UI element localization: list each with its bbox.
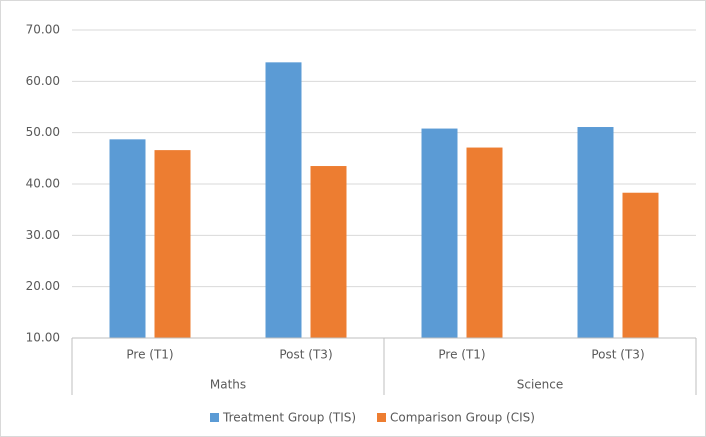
bar	[577, 127, 614, 339]
group-label: Science	[517, 378, 564, 392]
legend-swatch	[377, 413, 386, 422]
bar	[466, 147, 503, 338]
bar	[622, 192, 659, 338]
legend-swatch	[210, 413, 219, 422]
y-tick-label: 50.00	[26, 125, 60, 139]
y-tick-label: 70.00	[26, 23, 60, 37]
x-tick-label: Post (T3)	[279, 348, 332, 362]
bar	[421, 128, 458, 338]
y-tick-label: 30.00	[26, 228, 60, 242]
bar	[310, 166, 347, 338]
y-tick-label: 10.00	[26, 331, 60, 345]
legend-label: Treatment Group (TIS)	[222, 411, 356, 425]
group-label: Maths	[210, 378, 246, 392]
y-tick-label: 20.00	[26, 279, 60, 293]
y-tick-label: 60.00	[26, 74, 60, 88]
legend-label: Comparison Group (CIS)	[390, 411, 535, 425]
bar	[109, 139, 146, 338]
x-tick-label: Pre (T1)	[126, 348, 173, 362]
bar	[265, 62, 302, 339]
y-tick-label: 40.00	[26, 177, 60, 191]
x-tick-label: Post (T3)	[591, 348, 644, 362]
bar	[154, 150, 191, 338]
x-tick-label: Pre (T1)	[438, 348, 485, 362]
